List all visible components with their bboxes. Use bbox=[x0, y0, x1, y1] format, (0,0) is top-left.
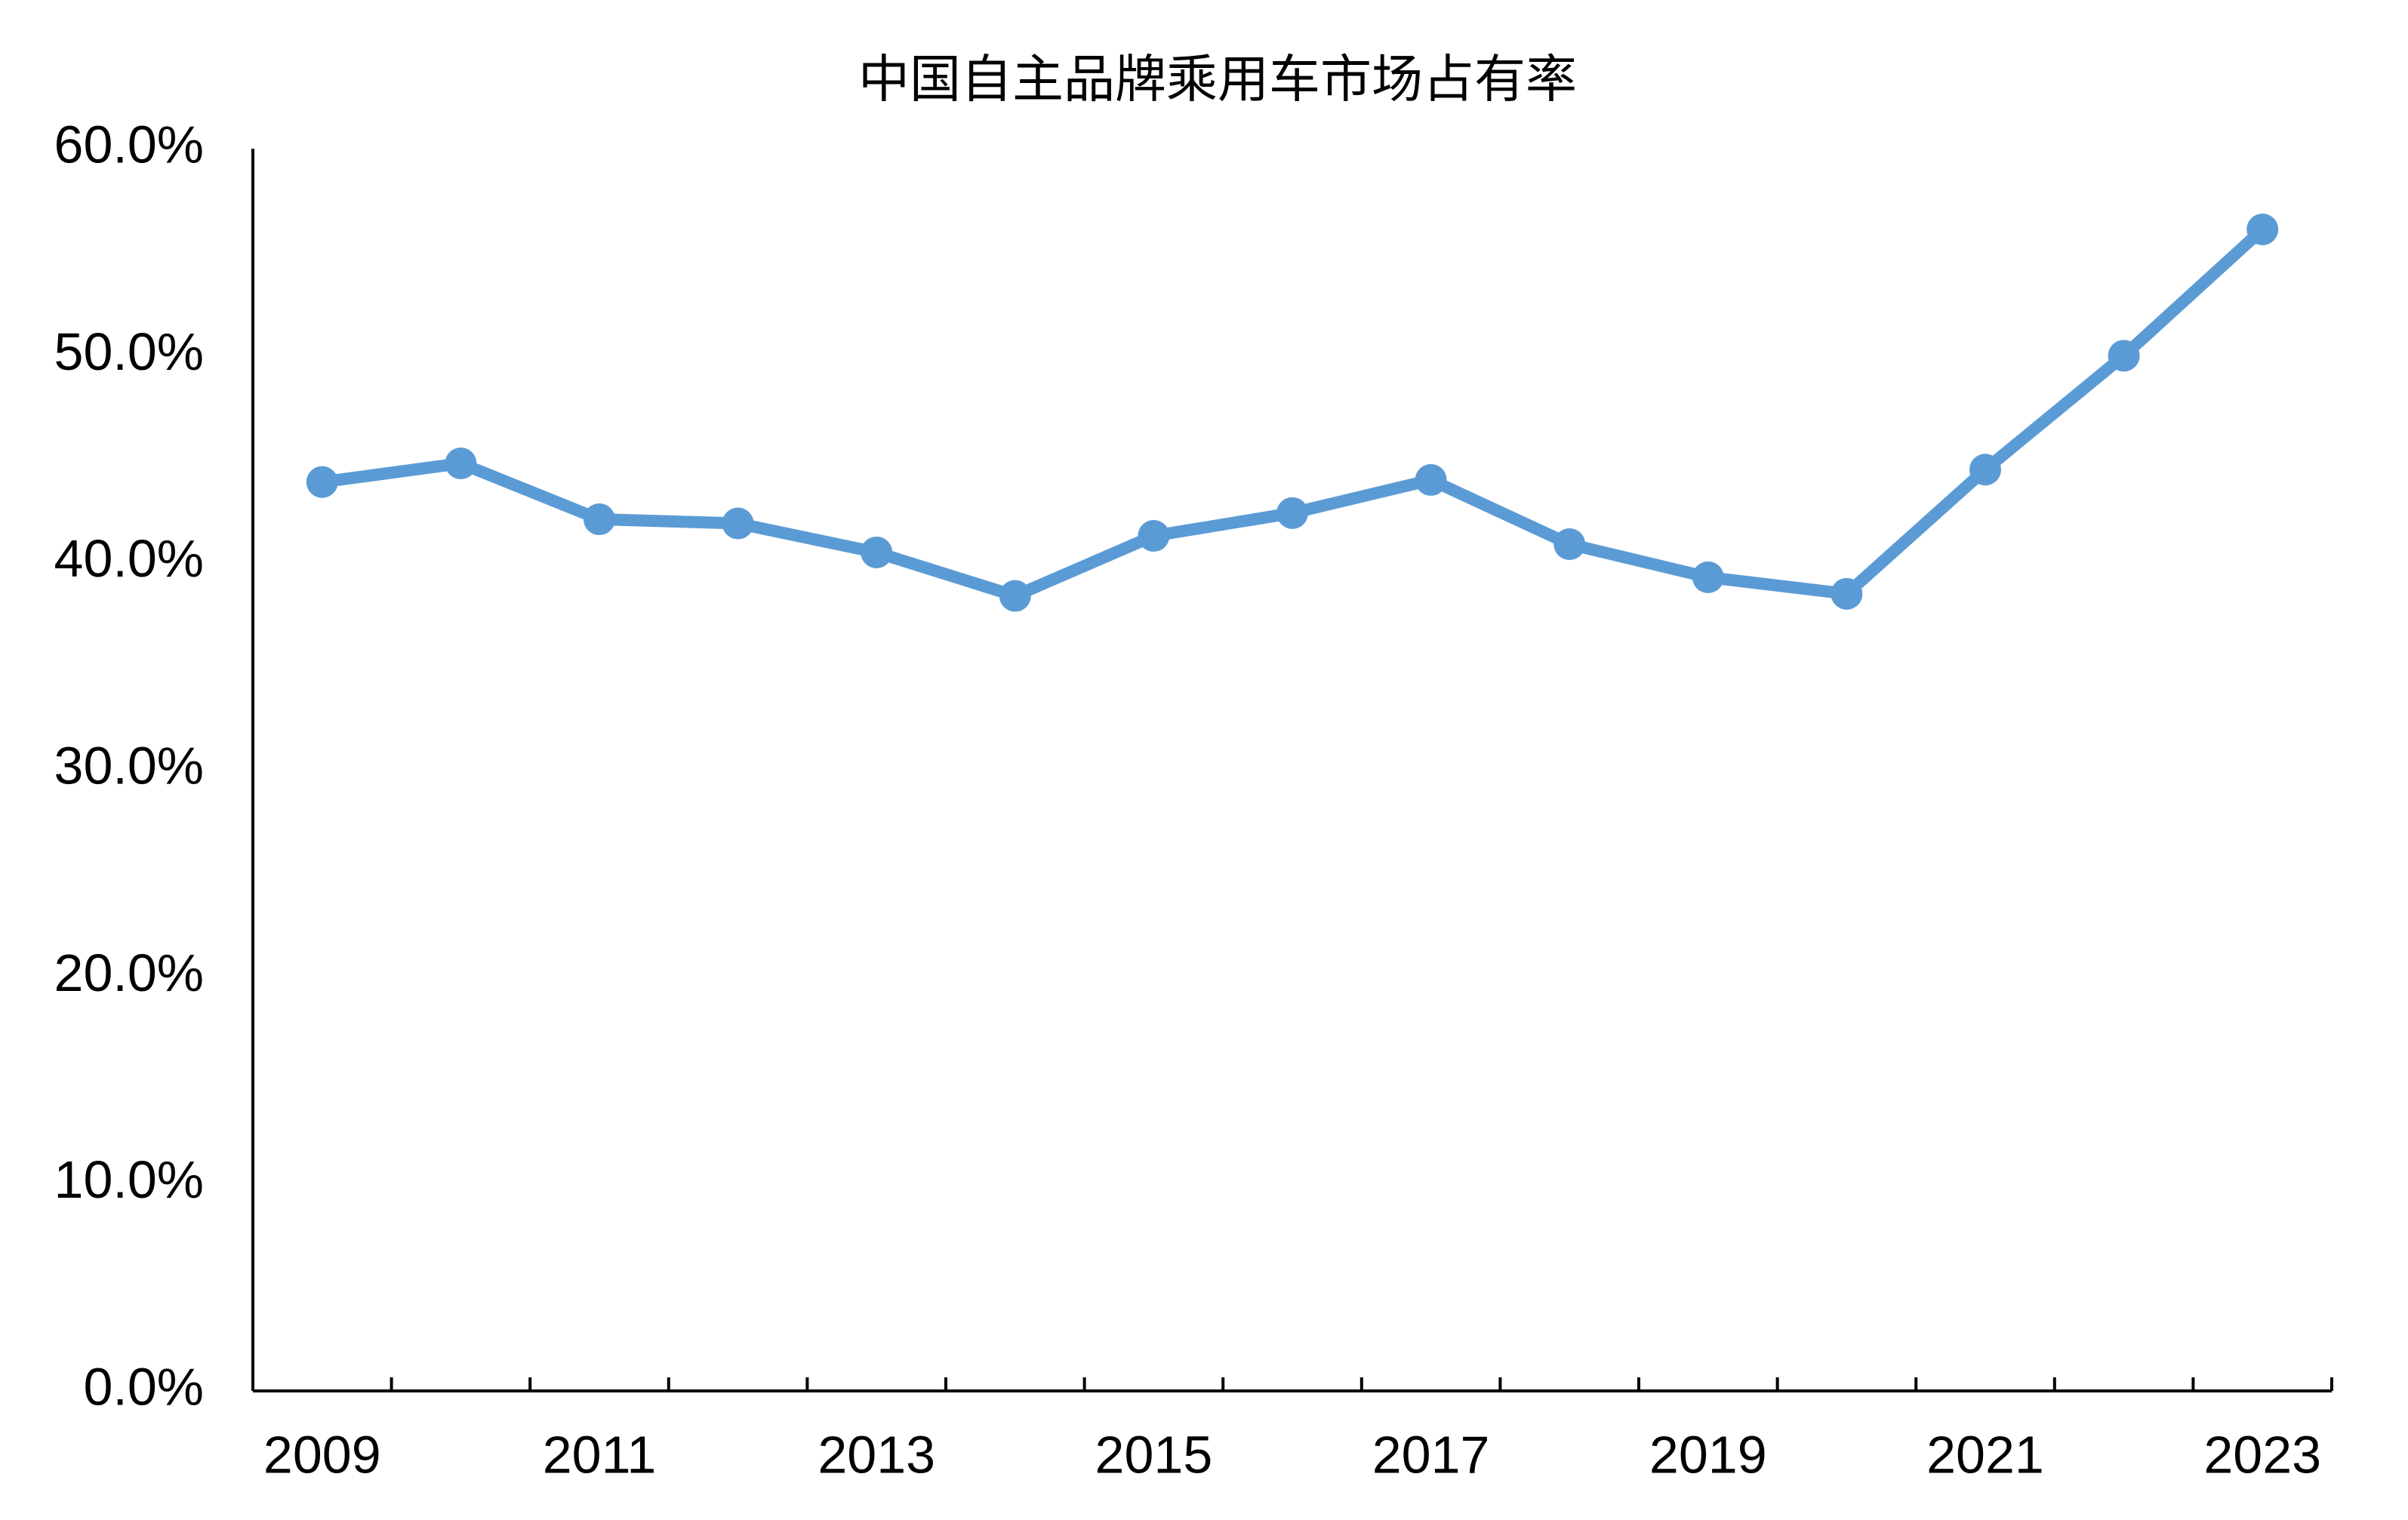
chart-title: 中国自主品牌乘用车市场占有率 bbox=[858, 51, 1577, 109]
y-tick-label: 20.0% bbox=[54, 943, 204, 1002]
y-tick-label: 40.0% bbox=[54, 529, 204, 588]
marker bbox=[2108, 340, 2140, 372]
y-tick-label: 60.0% bbox=[54, 115, 204, 174]
line bbox=[321, 225, 2267, 602]
x-tick-label: 2021 bbox=[1926, 1425, 2044, 1484]
marker bbox=[445, 447, 477, 479]
x-tick-label: 2023 bbox=[2203, 1425, 2321, 1484]
marker bbox=[1692, 561, 1724, 593]
y-tick-label: 10.0% bbox=[54, 1150, 204, 1209]
y-tick-label: 50.0% bbox=[54, 322, 204, 381]
x-tick-label: 2011 bbox=[543, 1425, 657, 1484]
marker bbox=[2246, 213, 2279, 245]
marker bbox=[1553, 528, 1586, 560]
marker bbox=[1969, 454, 2001, 486]
marker bbox=[861, 536, 893, 568]
x-tick-label: 2017 bbox=[1372, 1425, 1490, 1484]
marker bbox=[722, 507, 754, 540]
marker bbox=[1276, 497, 1308, 529]
marker bbox=[306, 466, 338, 498]
x-tick-label: 2015 bbox=[1095, 1425, 1213, 1484]
x-tick-label: 2019 bbox=[1649, 1425, 1767, 1484]
marker bbox=[584, 503, 615, 536]
y-tick-label: 30.0% bbox=[54, 736, 204, 795]
marker bbox=[1831, 577, 1863, 610]
x-tick-label: 2013 bbox=[818, 1425, 935, 1484]
y-tick-label: 0.0% bbox=[83, 1357, 204, 1416]
marker bbox=[1138, 520, 1170, 552]
x-tick-label: 2009 bbox=[263, 1425, 381, 1484]
marker bbox=[1415, 463, 1447, 496]
marker bbox=[999, 580, 1031, 612]
